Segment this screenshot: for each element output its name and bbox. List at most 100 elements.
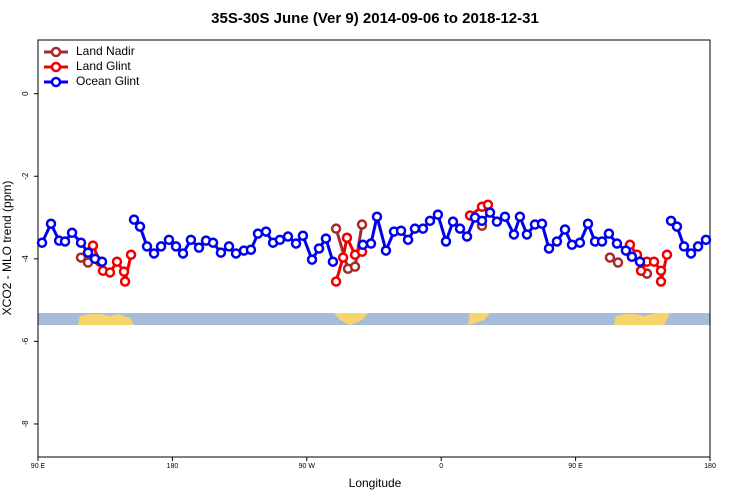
data-point — [461, 231, 473, 242]
data-point — [514, 211, 526, 222]
land-shape — [468, 313, 490, 325]
data-point — [111, 256, 123, 267]
data-point — [612, 257, 624, 268]
data-point — [655, 276, 667, 287]
data-point — [104, 267, 116, 278]
data-point — [306, 254, 318, 265]
data-point — [476, 215, 488, 227]
data-point — [521, 229, 533, 240]
data-point — [603, 228, 615, 239]
x-tick-label: 90 W — [299, 463, 316, 470]
data-point — [66, 227, 78, 239]
data-point — [551, 236, 563, 247]
legend-label: Ocean Glint — [76, 74, 140, 88]
data-point — [409, 223, 421, 234]
data-point — [134, 221, 146, 232]
data-point — [655, 265, 667, 277]
x-tick-label: 90 E — [568, 463, 583, 470]
data-point — [626, 251, 638, 263]
data-point — [290, 238, 302, 249]
y-tick-label: -8 — [21, 420, 30, 428]
data-point — [215, 247, 227, 258]
data-point — [82, 247, 94, 258]
data-point — [330, 276, 342, 287]
data-point — [177, 248, 189, 259]
data-point — [454, 223, 466, 234]
data-point — [574, 237, 586, 248]
data-point — [543, 243, 555, 254]
data-point — [648, 256, 660, 267]
y-tick-label: -2 — [21, 172, 30, 180]
data-point — [357, 239, 369, 251]
land-shape — [78, 314, 134, 325]
data-point — [155, 241, 167, 252]
data-point — [59, 236, 71, 247]
series — [36, 207, 712, 267]
data-point — [320, 233, 332, 244]
data-point — [596, 236, 608, 247]
data-point — [604, 252, 616, 263]
legend-marker — [50, 61, 62, 73]
data-point — [692, 241, 704, 252]
legend-label: Land Nadir — [76, 44, 135, 58]
data-point — [671, 221, 683, 232]
data-point — [661, 249, 673, 260]
data-point — [365, 238, 377, 249]
data-point — [337, 252, 349, 263]
legend-marker — [50, 76, 62, 88]
data-point — [356, 219, 368, 230]
data-point — [223, 241, 235, 252]
data-point — [665, 215, 677, 227]
y-tick-label: 0 — [21, 91, 30, 96]
y-axis-label: XCO2 - MLO trend (ppm) — [0, 181, 14, 316]
data-point — [536, 218, 548, 229]
map-strip — [38, 313, 710, 325]
data-point — [330, 223, 342, 234]
data-point — [193, 242, 205, 253]
legend-marker — [50, 46, 62, 58]
x-tick-label: 90 E — [31, 463, 46, 470]
data-point — [125, 249, 137, 260]
y-tick-label: -4 — [21, 255, 30, 263]
data-point — [417, 223, 429, 234]
data-point — [685, 248, 697, 259]
y-tick-label: -6 — [21, 337, 30, 345]
data-point — [700, 234, 712, 246]
data-point — [634, 256, 646, 267]
data-point — [260, 226, 272, 237]
data-point — [499, 211, 511, 222]
data-point — [508, 229, 520, 240]
data-point — [484, 207, 496, 218]
data-point — [185, 234, 197, 246]
data-point — [402, 234, 414, 246]
land-shape — [334, 313, 368, 325]
x-tick-label: 180 — [167, 463, 179, 470]
data-point — [148, 248, 160, 259]
data-point — [36, 237, 48, 248]
data-point — [424, 215, 436, 227]
chart-title: 35S-30S June (Ver 9) 2014-09-06 to 2018-… — [211, 10, 539, 27]
data-point — [678, 241, 690, 252]
data-point — [297, 230, 309, 241]
data-point — [96, 256, 108, 267]
data-point — [611, 238, 623, 249]
x-tick-label: 180 — [704, 463, 716, 470]
data-point — [395, 225, 407, 236]
data-point — [128, 214, 140, 225]
data-point — [75, 237, 87, 248]
data-point — [282, 231, 294, 242]
data-point — [440, 236, 452, 247]
data-point — [170, 241, 182, 252]
data-point — [432, 209, 444, 220]
data-point — [620, 245, 632, 256]
data-point — [491, 216, 503, 227]
data-point — [341, 232, 353, 244]
data-point — [371, 211, 383, 222]
data-point — [207, 237, 219, 248]
data-point — [349, 261, 361, 272]
ocean-strip — [38, 313, 710, 325]
data-point — [163, 234, 175, 246]
data-point — [380, 245, 392, 256]
